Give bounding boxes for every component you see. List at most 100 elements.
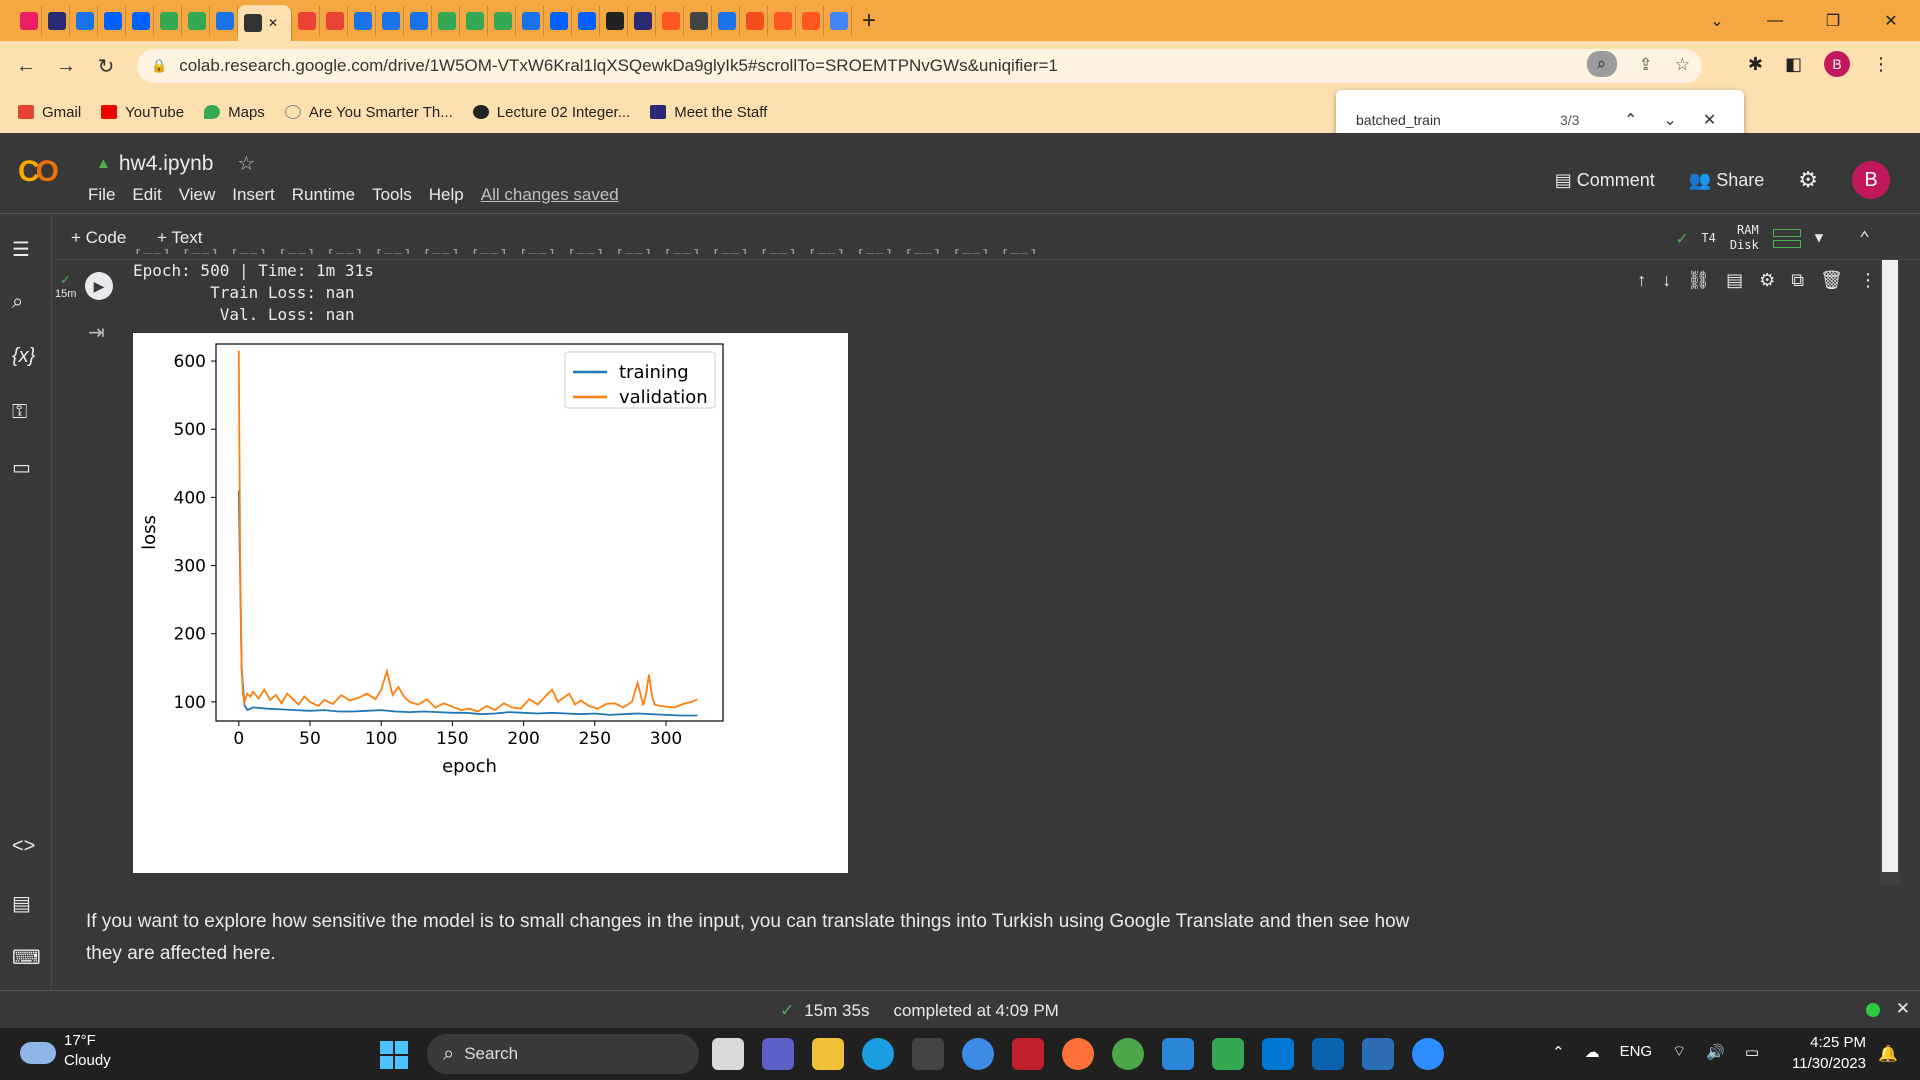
forward-button[interactable]: → (56, 54, 76, 77)
variables-icon[interactable]: {x} (12, 345, 36, 367)
menu-file[interactable]: File (88, 185, 116, 204)
omnibox[interactable]: 🔒 colab.research.google.com/drive/1W5OM-… (137, 49, 1702, 83)
browser-tab[interactable] (768, 5, 796, 36)
zoom-icon[interactable] (1412, 1038, 1444, 1070)
mirror-cell-icon[interactable]: ⧉ (1791, 270, 1805, 290)
browser-tab[interactable] (740, 5, 768, 36)
code-snippets-icon[interactable]: <> (12, 835, 36, 857)
chrome-icon[interactable] (1112, 1038, 1144, 1070)
profile-avatar[interactable]: B (1824, 51, 1850, 77)
tab-search-icon[interactable]: ⌄ (1710, 12, 1724, 30)
browser-tab[interactable] (432, 5, 460, 36)
move-up-icon[interactable]: ↑ (1637, 270, 1647, 290)
comment-button[interactable]: ▤ Comment (1554, 169, 1655, 190)
bookmark-staff[interactable]: Meet the Staff (650, 104, 767, 121)
link-icon[interactable]: ⛓ (1687, 270, 1711, 290)
volume-icon[interactable]: 🔊 (1706, 1043, 1725, 1061)
browser-tab[interactable] (488, 5, 516, 36)
colab-logo[interactable]: CO (18, 155, 59, 188)
browser-tab[interactable] (348, 5, 376, 36)
mcafee-icon[interactable] (1012, 1038, 1044, 1070)
browser-tab[interactable] (712, 5, 740, 36)
minimize-button[interactable]: — (1767, 11, 1783, 29)
clock[interactable]: 4:25 PM 11/30/2023 (1792, 1034, 1866, 1072)
vscode-icon[interactable] (1262, 1038, 1294, 1070)
browser-tab[interactable] (126, 5, 154, 36)
find-close-button[interactable]: ✕ (1702, 112, 1717, 129)
mail-icon[interactable] (1312, 1038, 1344, 1070)
taskbar-search[interactable]: ⌕ Search (427, 1034, 699, 1074)
bookmark-smarter[interactable]: Are You Smarter Th... (284, 104, 453, 121)
browser-tab[interactable] (154, 5, 182, 36)
terminal-icon[interactable]: ⌨ (12, 947, 41, 969)
firefox-icon[interactable] (1062, 1038, 1094, 1070)
browser-tab[interactable] (292, 5, 320, 36)
menu-view[interactable]: View (178, 185, 216, 204)
bookmark-youtube[interactable]: YouTube (101, 104, 184, 121)
files-folder-icon[interactable]: ▭ (12, 457, 31, 479)
file-explorer-icon[interactable] (812, 1038, 844, 1070)
save-status[interactable]: All changes saved (480, 185, 619, 204)
browser-tab[interactable]: ✕ (238, 5, 292, 41)
toc-icon[interactable]: ☰ (12, 239, 30, 261)
bookmark-lecture[interactable]: Lecture 02 Integer... (472, 104, 630, 121)
notebook-name[interactable]: hw4.ipynb (118, 151, 214, 175)
browser-tab[interactable] (572, 5, 600, 36)
chevron-up-icon[interactable]: ⌃ (1552, 1043, 1565, 1061)
find-icon[interactable]: ⌕ (1586, 51, 1617, 77)
browser-tab[interactable] (320, 5, 348, 36)
close-window-button[interactable]: ✕ (1884, 12, 1898, 30)
find-previous-button[interactable]: ⌃ (1624, 112, 1638, 129)
browser-tab[interactable] (14, 5, 42, 36)
onedrive-icon[interactable]: ☁ (1584, 1043, 1600, 1061)
notebook-scrollbar[interactable] (1880, 260, 1900, 885)
settings-gear-icon[interactable]: ⚙ (1759, 270, 1776, 290)
bookmark-gmail[interactable]: Gmail (18, 104, 81, 121)
close-tab-icon[interactable]: ✕ (268, 16, 279, 30)
browser-tab[interactable] (656, 5, 684, 36)
edge-icon[interactable] (862, 1038, 894, 1070)
teams-icon[interactable] (762, 1038, 794, 1070)
menu-edit[interactable]: Edit (132, 185, 162, 204)
side-panel-icon[interactable]: ◧ (1784, 53, 1802, 74)
command-palette-icon[interactable]: ▤ (12, 893, 31, 915)
search-icon[interactable]: ⌕ (12, 291, 24, 313)
run-cell-button[interactable]: ▶ (85, 272, 113, 300)
help-icon[interactable] (962, 1038, 994, 1070)
browser-tab[interactable] (404, 5, 432, 36)
find-input[interactable]: batched_train (1356, 112, 1441, 128)
more-icon[interactable]: ⋮ (1859, 270, 1877, 290)
collapse-header-icon[interactable]: ⌃ (1859, 227, 1870, 249)
comment-icon[interactable]: ▤ (1726, 270, 1744, 290)
star-icon[interactable]: ☆ (237, 153, 256, 175)
close-status-button[interactable]: ✕ (1895, 999, 1910, 1018)
menu-tools[interactable]: Tools (372, 185, 412, 204)
user-avatar[interactable]: B (1852, 161, 1890, 199)
browser-menu-icon[interactable]: ⋮ (1872, 53, 1890, 74)
browser-tab[interactable] (516, 5, 544, 36)
browser-tab[interactable] (98, 5, 126, 36)
browser-tab[interactable] (824, 5, 852, 36)
browser-tab[interactable] (796, 5, 824, 36)
browser-tab[interactable] (600, 5, 628, 36)
bookmark-star-icon[interactable]: ☆ (1674, 55, 1690, 74)
menu-runtime[interactable]: Runtime (291, 185, 356, 204)
settings-gear-icon[interactable]: ⚙ (1798, 167, 1818, 192)
weather-widget[interactable]: 17°F Cloudy (64, 1032, 111, 1069)
bookmark-maps[interactable]: Maps (204, 104, 265, 121)
menu-insert[interactable]: Insert (232, 185, 275, 204)
browser-tab[interactable] (210, 5, 238, 36)
battery-icon[interactable]: ▭ (1744, 1043, 1760, 1061)
wifi-icon[interactable]: ⌔ (1672, 1043, 1687, 1060)
reload-button[interactable]: ↻ (97, 55, 115, 78)
find-next-button[interactable]: ⌄ (1663, 112, 1677, 129)
output-actions-icon[interactable]: ⇥ (88, 322, 105, 344)
move-down-icon[interactable]: ↓ (1662, 270, 1672, 290)
restore-button[interactable]: ❐ (1825, 12, 1841, 30)
back-button[interactable]: ← (16, 54, 36, 77)
add-text-button[interactable]: + Text (157, 228, 203, 247)
browser-tab[interactable] (684, 5, 712, 36)
runtime-dropdown-icon[interactable]: ▼ (1814, 230, 1824, 246)
start-windows-icon[interactable] (380, 1041, 408, 1069)
browser-tab[interactable] (376, 5, 404, 36)
